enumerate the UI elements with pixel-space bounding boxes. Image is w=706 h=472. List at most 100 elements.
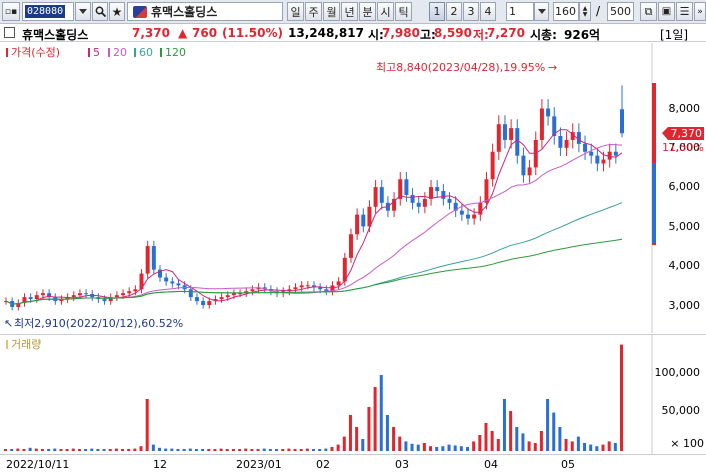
add-window-button[interactable]: ⧉ xyxy=(640,2,657,21)
interval-3-button[interactable]: 3 xyxy=(463,2,479,21)
candle-body xyxy=(194,297,199,302)
volume-bar xyxy=(539,431,543,451)
candle-body xyxy=(287,289,292,292)
volume-pane[interactable]: 거래량 100,000 50,000 × 100 xyxy=(0,334,706,455)
candle-body xyxy=(145,246,150,274)
candle-body xyxy=(490,151,495,180)
interval-input[interactable]: 1 xyxy=(506,2,534,21)
count-value: 160 xyxy=(555,5,576,18)
volume-chart[interactable]: 거래량 100,000 50,000 × 100 xyxy=(0,335,706,455)
volume-bar xyxy=(379,375,383,451)
count-input[interactable]: 160 xyxy=(553,2,579,21)
candle-body xyxy=(231,293,236,296)
volume-bar xyxy=(145,399,149,451)
volume-unit-label: × 100 xyxy=(670,437,704,450)
volume-bar xyxy=(509,411,513,451)
stock-code-input[interactable]: 028080 xyxy=(22,2,74,21)
volume-bar xyxy=(318,449,322,451)
price-tick-7000: 7,000 xyxy=(669,141,701,154)
ma60-legend-label: 60 xyxy=(139,46,153,59)
candle-body xyxy=(213,299,218,302)
volume-bar xyxy=(435,447,439,451)
save-button[interactable]: ▣ xyxy=(658,2,675,21)
volume-value: 13,248,817 xyxy=(288,26,364,40)
overlay-checkbox[interactable] xyxy=(4,27,15,38)
candle-body xyxy=(478,202,483,215)
volume-bar xyxy=(466,447,469,451)
interval-dropdown-button[interactable] xyxy=(534,2,549,21)
volume-bar xyxy=(336,444,340,451)
volume-bar xyxy=(490,431,494,451)
volume-legend-swatch xyxy=(6,340,8,349)
volume-bar xyxy=(176,449,180,451)
date-label-feb: 02 xyxy=(316,458,330,471)
code-dropdown-button[interactable] xyxy=(75,2,91,21)
settings-button[interactable]: ☰ xyxy=(676,2,693,21)
interval-4-button[interactable]: 4 xyxy=(480,2,496,21)
volume-bar xyxy=(620,344,623,451)
period-month-button[interactable]: 월 xyxy=(323,2,340,21)
search-button[interactable] xyxy=(92,2,108,21)
candle-body xyxy=(613,151,618,156)
interval-2-button[interactable]: 2 xyxy=(446,2,462,21)
price-legend-label: 가격(수정) xyxy=(11,46,60,59)
favorite-button[interactable]: ★ xyxy=(109,2,125,21)
candle-body xyxy=(84,293,89,295)
volume-bar xyxy=(207,449,211,451)
stock-name-text: 휴맥스홀딩스 xyxy=(151,5,218,19)
count-spinner[interactable]: ▲ ▼ xyxy=(579,2,591,21)
volume-bar xyxy=(312,449,315,451)
price-tick-5000: 5,000 xyxy=(669,220,701,233)
candle-body xyxy=(102,299,107,302)
candle-body xyxy=(539,108,544,140)
list-icon: ☰ xyxy=(679,5,690,18)
volume-bar xyxy=(404,441,408,451)
price-tick-3000: 3,000 xyxy=(669,299,701,312)
period-hour-button[interactable]: 시 xyxy=(377,2,394,21)
period-week-button[interactable]: 주 xyxy=(305,2,322,21)
period-minute-label: 분 xyxy=(362,5,373,19)
interval-1-button[interactable]: 1 xyxy=(429,2,445,21)
volume-bar xyxy=(194,449,198,451)
candlesticks xyxy=(4,85,624,311)
low-value: 7,270 xyxy=(487,26,525,40)
chevron-down-icon xyxy=(537,9,546,14)
candle-body xyxy=(398,179,403,199)
volume-bar xyxy=(478,435,482,451)
period-tick-button[interactable]: 틱 xyxy=(395,2,412,21)
period-hour-label: 시 xyxy=(380,5,391,19)
ma20-legend-swatch xyxy=(108,48,110,57)
period-badge[interactable]: [1일] xyxy=(660,28,689,42)
candle-body xyxy=(299,285,304,288)
candle-body xyxy=(546,108,551,117)
volume-bar xyxy=(613,443,617,451)
volume-bar xyxy=(96,449,100,451)
total-input[interactable]: 500 xyxy=(607,2,634,21)
volume-bar xyxy=(299,449,303,451)
count-separator: / xyxy=(596,4,601,18)
candle-body xyxy=(466,214,470,219)
volume-bar xyxy=(447,444,451,451)
volume-bar xyxy=(305,448,309,451)
price-chart[interactable]: 가격(수정) 5 20 60 120 최고8,840(2023/04/28),1… xyxy=(0,43,706,333)
window-menu-button[interactable]: ▫▪ xyxy=(2,2,20,21)
candle-body xyxy=(355,214,360,235)
price-pane[interactable]: 가격(수정) 5 20 60 120 최고8,840(2023/04/28),1… xyxy=(0,43,706,333)
ma120-legend-swatch xyxy=(160,48,162,57)
volume-bar xyxy=(324,448,328,451)
stock-name-field[interactable]: 휴맥스홀딩스 xyxy=(127,2,283,21)
period-year-button[interactable]: 년 xyxy=(341,2,358,21)
low-annotation-arrow: ↖ xyxy=(4,317,13,330)
date-label-jan: 2023/01 xyxy=(236,458,282,471)
more-button[interactable]: » xyxy=(694,2,706,21)
candle-body xyxy=(589,151,594,156)
volume-bar xyxy=(484,423,488,451)
volume-bar xyxy=(28,447,32,451)
volume-bar xyxy=(102,449,106,451)
price-axis-ticks: 8,000 7,000 6,000 5,000 4,000 3,000 xyxy=(669,102,701,312)
volume-bar xyxy=(558,427,562,451)
period-day-button[interactable]: 일 xyxy=(287,2,304,21)
open-label: 시: xyxy=(368,28,384,42)
candle-body xyxy=(318,287,323,290)
period-minute-button[interactable]: 분 xyxy=(359,2,376,21)
